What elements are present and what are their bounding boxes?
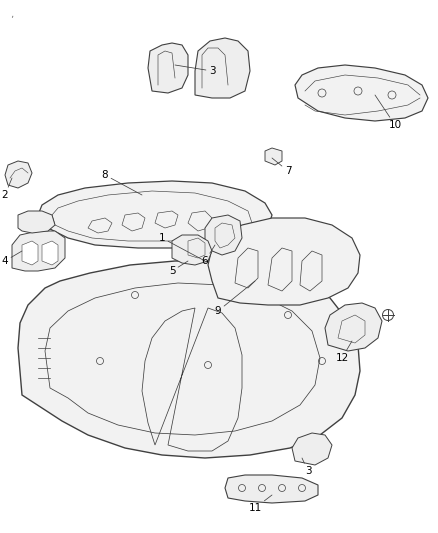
Polygon shape [148, 43, 188, 93]
Polygon shape [18, 211, 55, 233]
Polygon shape [208, 218, 360, 305]
Polygon shape [88, 218, 112, 233]
Text: 1: 1 [159, 233, 205, 261]
Text: 4: 4 [2, 251, 22, 266]
Polygon shape [155, 211, 178, 228]
Polygon shape [38, 181, 272, 248]
Text: 10: 10 [375, 95, 402, 130]
Text: 12: 12 [336, 341, 352, 363]
Polygon shape [22, 241, 38, 265]
Text: ʼ: ʼ [10, 15, 13, 25]
Polygon shape [292, 433, 332, 465]
Text: 5: 5 [169, 261, 188, 276]
Polygon shape [195, 38, 250, 98]
Polygon shape [225, 475, 318, 503]
Polygon shape [172, 235, 212, 265]
Text: 8: 8 [102, 170, 142, 195]
Text: 9: 9 [215, 281, 255, 316]
Polygon shape [42, 241, 58, 265]
Text: 2: 2 [2, 178, 12, 200]
Text: 3: 3 [175, 65, 215, 76]
Polygon shape [188, 211, 212, 231]
Polygon shape [18, 261, 360, 458]
Polygon shape [205, 215, 242, 255]
Polygon shape [5, 161, 32, 188]
Polygon shape [295, 65, 428, 121]
Text: 6: 6 [201, 245, 215, 266]
Text: 11: 11 [248, 495, 272, 513]
Text: 7: 7 [272, 158, 291, 176]
Polygon shape [265, 148, 282, 165]
Text: 3: 3 [302, 458, 311, 476]
Polygon shape [325, 303, 382, 351]
Polygon shape [12, 231, 65, 271]
Polygon shape [122, 213, 145, 231]
